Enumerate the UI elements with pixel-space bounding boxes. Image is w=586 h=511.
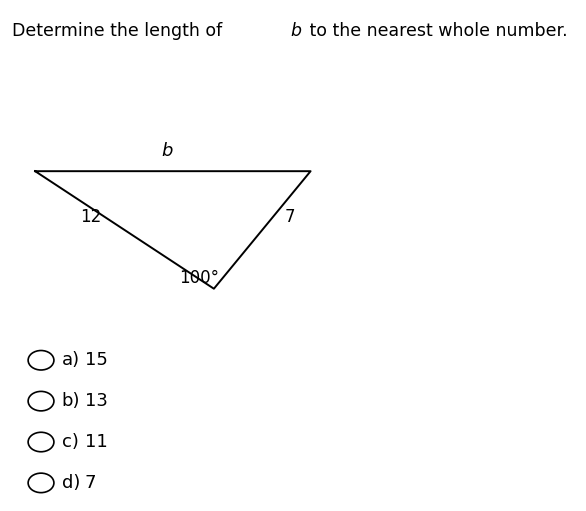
Text: b: b (161, 142, 173, 160)
Text: 11: 11 (85, 433, 108, 451)
Text: 15: 15 (85, 351, 108, 369)
Text: 12: 12 (80, 208, 101, 226)
Text: b: b (290, 21, 301, 40)
Text: b): b) (62, 392, 80, 410)
Text: Determine the length of: Determine the length of (12, 21, 227, 40)
Text: 13: 13 (85, 392, 108, 410)
Text: to the nearest whole number.: to the nearest whole number. (304, 21, 568, 40)
Text: a): a) (62, 351, 80, 369)
Text: 7: 7 (85, 474, 97, 492)
Text: 100°: 100° (179, 269, 219, 288)
Text: c): c) (62, 433, 79, 451)
Text: 7: 7 (285, 208, 295, 226)
Text: d): d) (62, 474, 80, 492)
